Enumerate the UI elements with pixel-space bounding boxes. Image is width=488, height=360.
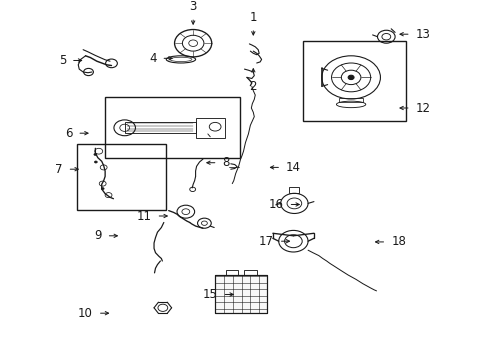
Bar (303, 41, 405, 121)
Text: 18: 18 (390, 235, 405, 248)
Text: 11: 11 (136, 210, 151, 222)
Text: 5: 5 (59, 54, 66, 67)
Text: 2: 2 (249, 80, 257, 93)
Bar (105, 97, 239, 158)
Bar (124, 122, 195, 133)
Text: 10: 10 (78, 307, 93, 320)
Bar (225, 270, 238, 275)
Circle shape (94, 161, 97, 163)
Bar (289, 187, 299, 193)
Bar (244, 270, 256, 275)
Text: 9: 9 (94, 229, 102, 242)
Text: 1: 1 (249, 11, 257, 24)
Text: 3: 3 (189, 0, 197, 13)
Text: 14: 14 (285, 161, 301, 174)
Bar (195, 118, 224, 138)
Text: 8: 8 (222, 156, 229, 169)
Text: 4: 4 (149, 52, 156, 65)
Text: 6: 6 (65, 127, 72, 140)
Circle shape (94, 153, 97, 156)
Text: 7: 7 (55, 163, 62, 176)
Text: 12: 12 (415, 102, 430, 114)
Bar (215, 275, 266, 313)
Text: 13: 13 (415, 28, 429, 41)
Text: 15: 15 (203, 288, 217, 301)
Circle shape (101, 188, 104, 190)
Text: 16: 16 (268, 198, 283, 211)
Circle shape (347, 75, 353, 80)
Bar (338, 98, 363, 102)
Bar (77, 144, 166, 210)
Bar (215, 275, 266, 313)
Text: 17: 17 (258, 235, 273, 248)
